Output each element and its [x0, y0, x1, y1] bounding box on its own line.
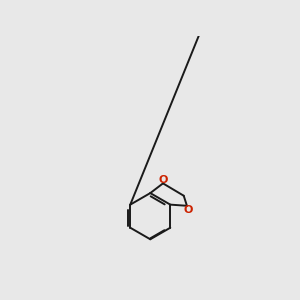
Text: O: O	[184, 205, 193, 215]
Text: O: O	[159, 175, 168, 185]
